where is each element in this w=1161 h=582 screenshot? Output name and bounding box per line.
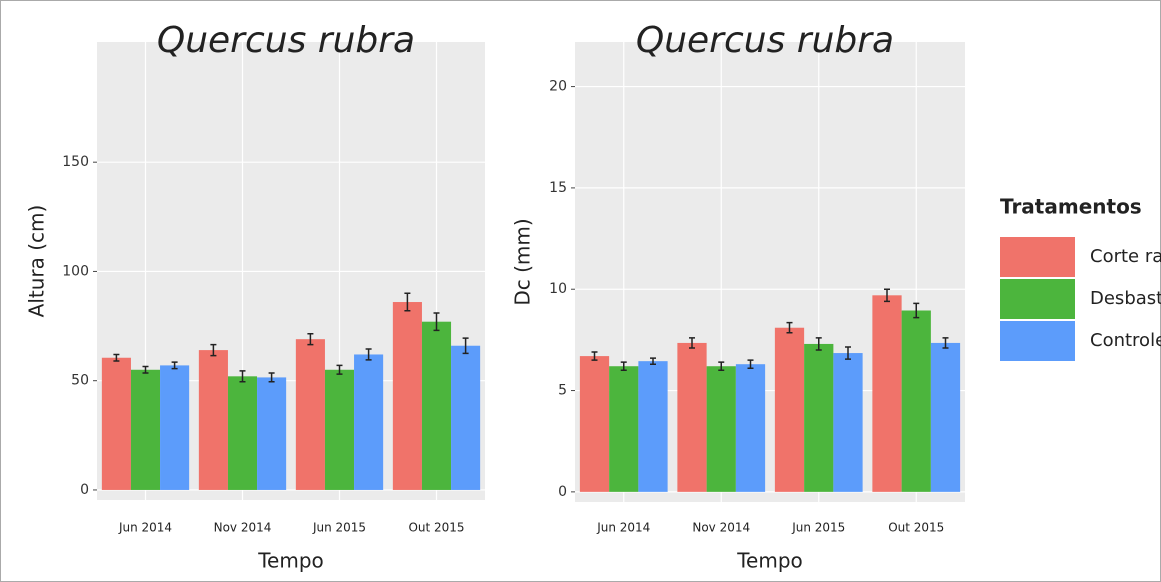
y-tick-label: 150	[62, 154, 89, 170]
error-bar	[620, 361, 627, 372]
bar	[579, 356, 610, 492]
error-bar	[171, 361, 178, 370]
bar	[451, 345, 481, 490]
error-bar	[113, 353, 120, 362]
error-bar	[845, 346, 851, 360]
error-bar	[718, 361, 725, 372]
bar	[130, 369, 161, 490]
error-bar	[268, 372, 275, 383]
x-axis-title: Tempo	[736, 549, 803, 573]
bar	[804, 343, 834, 492]
chart-title: Quercus rubra	[157, 20, 415, 61]
bar	[354, 354, 384, 490]
bar	[227, 376, 258, 490]
bar	[638, 361, 668, 492]
legend-label: Controle	[1090, 330, 1161, 351]
bar	[901, 310, 931, 492]
error-bar	[689, 337, 695, 349]
error-bar	[239, 370, 246, 383]
bar	[160, 365, 190, 490]
error-bar	[913, 302, 920, 319]
error-bar	[884, 288, 890, 303]
bar	[101, 357, 131, 490]
bar	[833, 353, 863, 492]
bar	[677, 342, 707, 492]
bar	[609, 366, 639, 492]
legend-swatch	[1000, 237, 1075, 277]
legend-label: Desbaste	[1090, 288, 1161, 309]
bar	[392, 302, 422, 490]
error-bar	[336, 364, 343, 375]
bar	[421, 321, 452, 490]
bar	[930, 342, 961, 492]
error-bar	[786, 321, 793, 334]
legend-swatch	[1000, 279, 1075, 319]
error-bar	[747, 359, 754, 370]
bar	[735, 364, 766, 492]
error-bar	[142, 365, 149, 374]
x-axis-title: Tempo	[257, 549, 324, 573]
x-tick-label: Jun 2014	[118, 521, 172, 535]
chart-title: Quercus rubra	[636, 20, 894, 61]
y-tick-label: 10	[549, 281, 567, 297]
error-bar	[591, 351, 598, 361]
bar	[872, 295, 902, 492]
y-tick-label: 0	[80, 482, 89, 498]
x-tick-label: Out 2015	[408, 521, 464, 535]
bar	[295, 339, 325, 490]
bar	[257, 377, 287, 490]
error-bar	[462, 337, 469, 355]
error-bar	[433, 312, 440, 332]
x-tick-label: Nov 2014	[214, 521, 272, 535]
legend-title: Tratamentos	[1000, 195, 1142, 219]
x-tick-label: Out 2015	[888, 521, 944, 535]
x-tick-label: Jun 2014	[596, 521, 650, 535]
y-tick-label: 5	[558, 383, 567, 399]
x-tick-label: Jun 2015	[312, 521, 366, 535]
legend-label: Corte raso	[1090, 246, 1161, 267]
legend-swatch	[1000, 321, 1075, 361]
bar	[324, 369, 355, 490]
error-bar	[210, 343, 217, 357]
bar	[198, 350, 228, 490]
error-bar	[404, 292, 411, 312]
y-tick-label: 100	[62, 263, 89, 279]
y-tick-label: 15	[549, 180, 567, 196]
x-tick-label: Nov 2014	[692, 521, 750, 535]
x-tick-label: Jun 2015	[791, 521, 845, 535]
y-axis-title: Dc (mm)	[511, 218, 535, 305]
y-tick-label: 0	[558, 484, 567, 500]
error-bar	[942, 337, 949, 349]
y-axis-title: Altura (cm)	[25, 205, 49, 318]
error-bar	[307, 332, 314, 346]
error-bar	[365, 348, 372, 361]
y-tick-label: 50	[71, 373, 89, 389]
error-bar	[650, 357, 656, 365]
error-bar	[815, 337, 822, 351]
y-tick-label: 20	[549, 79, 567, 95]
bar	[774, 327, 805, 492]
bar	[706, 366, 736, 492]
